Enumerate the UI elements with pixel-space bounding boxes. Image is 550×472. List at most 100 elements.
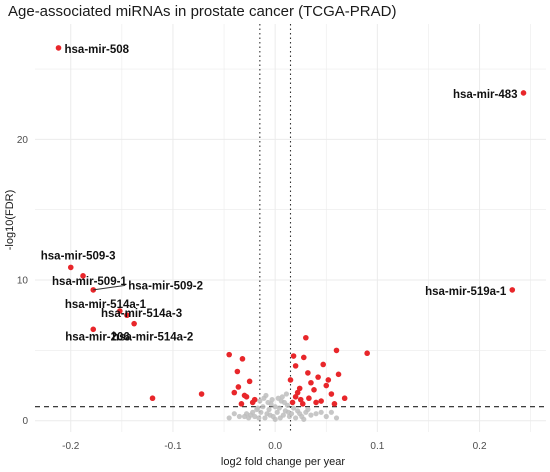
nonsignificant-point	[290, 405, 297, 411]
nonsignificant-point	[293, 415, 299, 421]
nonsignificant-point	[283, 391, 290, 397]
nonsignificant-point	[318, 409, 324, 415]
nonsignificant-point	[272, 416, 278, 422]
point-label: hsa-mir-509-2	[128, 280, 203, 292]
grid-lines	[35, 24, 546, 432]
labeled-point	[55, 45, 62, 51]
nonsignificant-point	[261, 395, 267, 401]
nonsignificant-point	[256, 415, 262, 421]
nonsignificant-point	[305, 406, 311, 413]
significant-point	[299, 401, 306, 407]
significant-point	[323, 382, 330, 389]
significant-point	[320, 361, 327, 368]
nonsignificant-point	[266, 406, 272, 413]
point-label: hsa-mir-509-3	[41, 250, 116, 262]
significant-point	[226, 351, 232, 358]
significant-point	[308, 379, 314, 386]
significant-point	[305, 370, 311, 376]
labeled-point	[124, 312, 130, 319]
significant-point	[303, 334, 309, 341]
x-tick-label: -0.2	[62, 441, 80, 452]
nonsignificant-point	[265, 399, 271, 406]
point-label: hsa-mir-508	[65, 44, 130, 56]
labeled-point	[520, 90, 527, 96]
significant-point	[243, 394, 250, 400]
significant-point	[306, 395, 312, 402]
significant-point	[333, 347, 340, 354]
x-tick-label: 0.0	[268, 441, 282, 452]
significant-point	[234, 368, 241, 375]
nonsignificant-point	[245, 415, 252, 421]
significant-point	[198, 391, 205, 397]
significant-point	[246, 378, 253, 385]
nonsignificant-point	[308, 412, 314, 418]
nonsignificant-point	[281, 399, 287, 406]
nonsignificant-point	[277, 415, 283, 421]
nonsignificant-point	[255, 405, 261, 411]
significant-point	[296, 385, 303, 392]
significant-point	[235, 384, 242, 390]
significant-point	[331, 401, 338, 407]
nonsignificant-point	[260, 404, 266, 410]
nonsignificant-point	[323, 413, 329, 420]
nonsignificant-point	[313, 411, 319, 417]
point-labels: hsa-mir-508 hsa-mir-483 hsa-mir-509-3 hsa-m…	[41, 44, 518, 344]
significant-point	[149, 395, 156, 402]
significant-point	[290, 353, 297, 359]
nonsignificant-point	[285, 409, 292, 415]
x-axis-title: log2 fold change per year	[221, 456, 345, 468]
significant-point	[287, 377, 294, 383]
nonsignificant-point	[269, 397, 275, 403]
significant-point	[292, 394, 299, 400]
significant-point	[289, 399, 296, 406]
significant-point	[364, 350, 370, 357]
point-label: hsa-mir-514a-1	[65, 299, 147, 311]
significant-point	[328, 391, 335, 397]
reference-lines	[35, 24, 546, 432]
significant-point	[292, 363, 299, 369]
significant-point	[297, 396, 304, 403]
point-label: hsa-mir-509-1	[52, 276, 127, 288]
nonsignificant-point	[257, 398, 263, 404]
significant-point	[318, 398, 324, 404]
y-tick-label: 20	[17, 135, 29, 146]
y-tick-label: 10	[17, 276, 29, 287]
axis-ticks: -0.2 -0.1 0.0 0.1 0.2 0 10 20	[17, 135, 487, 452]
labeled-point	[90, 326, 97, 333]
significant-point	[294, 389, 301, 396]
labeled-point	[80, 273, 86, 279]
nonsignificant-point	[274, 409, 280, 415]
significant-point	[315, 374, 321, 380]
significant-point	[325, 377, 332, 383]
labeled-point	[67, 264, 74, 271]
significant-point	[231, 389, 238, 396]
point-label: hsa-mir-514a-3	[101, 308, 182, 320]
x-tick-label: -0.1	[164, 441, 182, 452]
significant-point	[251, 396, 258, 403]
nonsignificant-point	[231, 411, 237, 417]
nonsignificant-point	[328, 409, 334, 415]
y-axis-title: -log10(FDR)	[4, 190, 16, 251]
nonsignificant-point	[241, 413, 248, 420]
significant-point	[239, 356, 246, 362]
significant-point	[238, 401, 245, 407]
nonsignificant-point	[267, 412, 273, 418]
significant-point	[341, 395, 348, 402]
label-leader-line	[93, 284, 126, 291]
significant-point	[335, 371, 342, 378]
nonsignificant-point	[258, 409, 264, 415]
point-label: hsa-mir-519a-1	[425, 286, 507, 298]
nonsignificant-point	[226, 415, 232, 421]
x-tick-label: 0.2	[473, 441, 487, 452]
data-points	[55, 45, 527, 422]
significant-point	[313, 399, 319, 406]
nonsignificant-point	[236, 413, 242, 420]
nonsignificant-point	[272, 404, 278, 410]
nonsignificant-point	[301, 416, 307, 422]
point-label: hsa-mir-483	[453, 89, 518, 101]
x-tick-label: 0.1	[370, 441, 384, 452]
point-label: hsa-mir-514a-2	[112, 332, 193, 344]
labeled-point	[509, 287, 516, 293]
nonsignificant-point	[279, 394, 285, 400]
